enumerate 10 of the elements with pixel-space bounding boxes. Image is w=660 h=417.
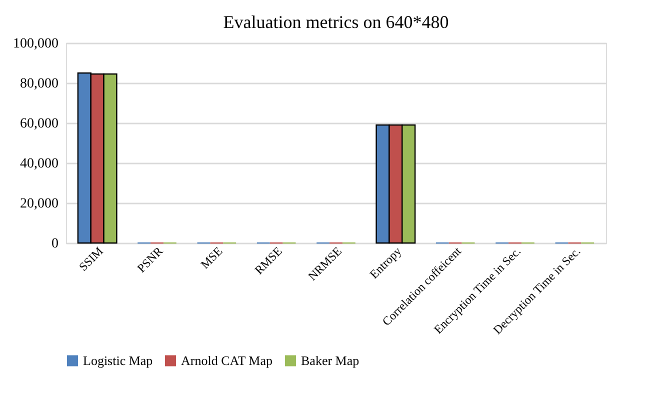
y-tick-label: 100,000 [13, 36, 58, 52]
y-tick-label: 20,000 [20, 196, 58, 212]
y-tick-label: 40,000 [20, 156, 58, 172]
y-tick-label: 80,000 [20, 76, 58, 92]
legend-label: Arnold CAT Map [181, 352, 272, 368]
y-tick-label: 60,000 [20, 116, 58, 132]
chart-title: Evaluation metrics on 640*480 [223, 12, 449, 32]
legend-label: Baker Map [301, 352, 360, 368]
y-tick-label: 0 [52, 236, 58, 252]
legend-label: Logistic Map [83, 352, 153, 368]
